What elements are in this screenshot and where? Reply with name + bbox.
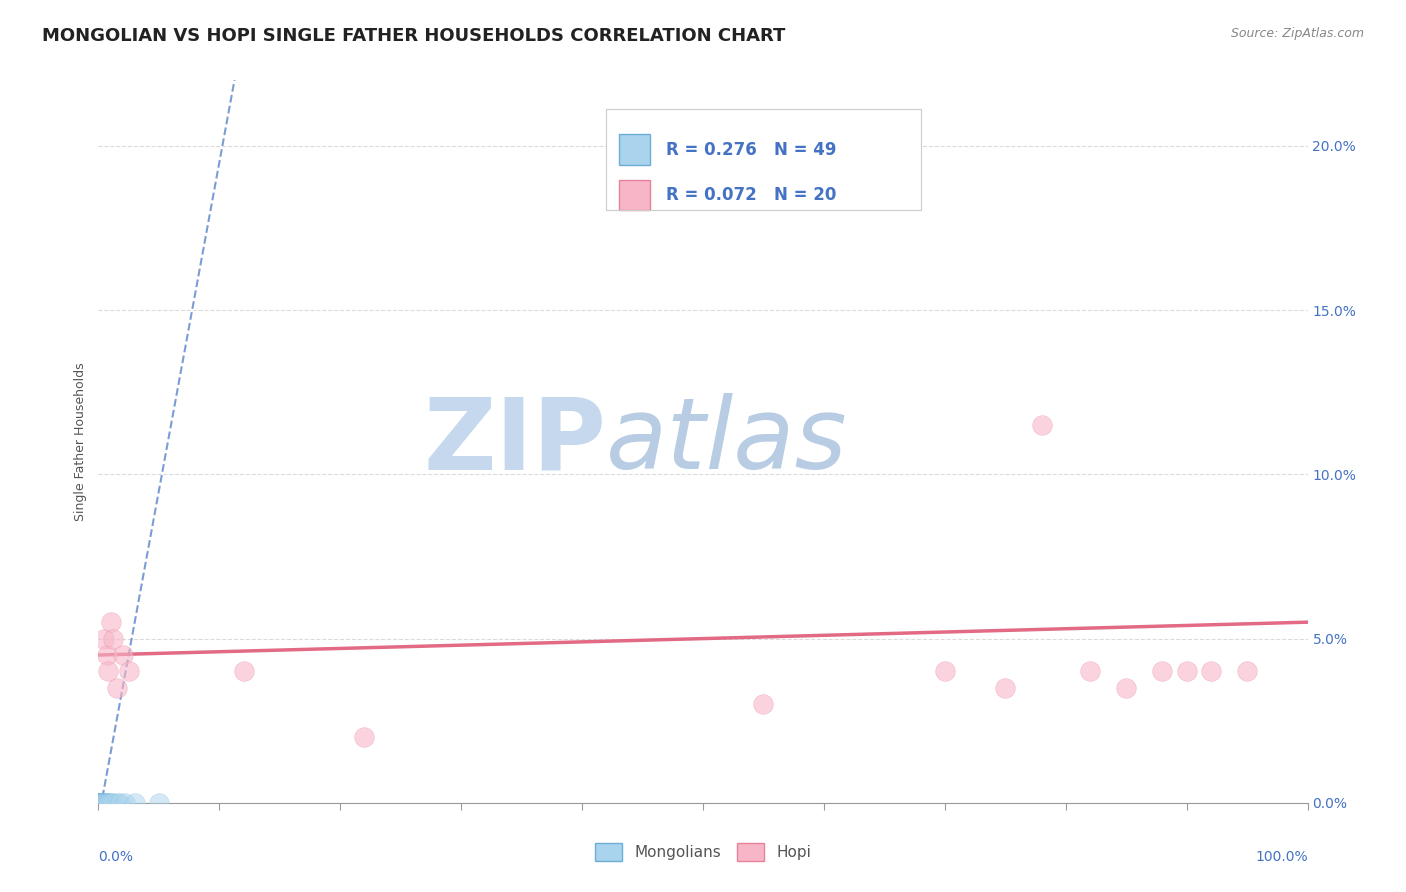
Text: atlas: atlas xyxy=(606,393,848,490)
Point xyxy=(90,796,112,810)
Point xyxy=(90,796,112,810)
Point xyxy=(353,730,375,744)
Point xyxy=(93,796,115,810)
Point xyxy=(91,796,114,810)
Point xyxy=(105,796,128,810)
Point xyxy=(87,796,110,810)
Point xyxy=(89,796,111,810)
Point xyxy=(93,632,115,646)
Text: 100.0%: 100.0% xyxy=(1256,850,1308,863)
Point xyxy=(1175,665,1198,679)
Point xyxy=(89,796,111,810)
Point xyxy=(87,796,110,810)
Point xyxy=(1115,681,1137,695)
Point xyxy=(89,796,111,810)
Point xyxy=(1236,665,1258,679)
Point xyxy=(232,665,254,679)
Point xyxy=(97,665,120,679)
Point xyxy=(91,796,114,810)
Point xyxy=(89,796,111,810)
Y-axis label: Single Father Households: Single Father Households xyxy=(75,362,87,521)
Point xyxy=(97,796,120,810)
Point xyxy=(89,796,111,810)
Point xyxy=(1031,418,1053,433)
Point xyxy=(1152,665,1174,679)
Point xyxy=(87,796,110,810)
Text: Source: ZipAtlas.com: Source: ZipAtlas.com xyxy=(1230,27,1364,40)
Point xyxy=(89,796,111,810)
Point xyxy=(87,796,110,810)
Point xyxy=(96,648,118,662)
Point xyxy=(93,796,115,810)
Point xyxy=(91,796,114,810)
Point xyxy=(89,796,111,810)
Point xyxy=(114,796,136,810)
Point xyxy=(148,796,170,810)
Point xyxy=(96,796,118,810)
Point xyxy=(87,796,110,810)
Point xyxy=(124,796,146,810)
Point xyxy=(994,681,1017,695)
Point xyxy=(1078,665,1101,679)
Point xyxy=(100,796,122,810)
Point xyxy=(89,796,111,810)
Point xyxy=(105,681,128,695)
Point xyxy=(89,796,111,810)
Point xyxy=(89,796,111,810)
Text: 0.0%: 0.0% xyxy=(98,850,134,863)
Point xyxy=(752,698,775,712)
Point xyxy=(94,796,117,810)
Point xyxy=(108,796,131,810)
Point xyxy=(100,615,122,630)
Text: ZIP: ZIP xyxy=(423,393,606,490)
Point xyxy=(87,796,110,810)
Point xyxy=(89,796,111,810)
Point xyxy=(87,796,110,810)
Point xyxy=(111,648,134,662)
Point xyxy=(87,796,110,810)
Point xyxy=(89,796,111,810)
Point xyxy=(89,796,111,810)
Point xyxy=(1199,665,1222,679)
Point xyxy=(89,796,111,810)
Point xyxy=(89,796,111,810)
Point xyxy=(98,796,121,810)
Point xyxy=(89,796,111,810)
Point xyxy=(101,796,124,810)
Text: MONGOLIAN VS HOPI SINGLE FATHER HOUSEHOLDS CORRELATION CHART: MONGOLIAN VS HOPI SINGLE FATHER HOUSEHOL… xyxy=(42,27,786,45)
Point xyxy=(90,796,112,810)
Point xyxy=(89,796,111,810)
Point xyxy=(101,632,124,646)
Point xyxy=(89,796,111,810)
Point xyxy=(89,796,111,810)
Point xyxy=(90,796,112,810)
Point xyxy=(90,796,112,810)
Point xyxy=(118,665,141,679)
Point xyxy=(91,796,114,810)
Point xyxy=(934,665,956,679)
Legend: Mongolians, Hopi: Mongolians, Hopi xyxy=(589,837,817,867)
